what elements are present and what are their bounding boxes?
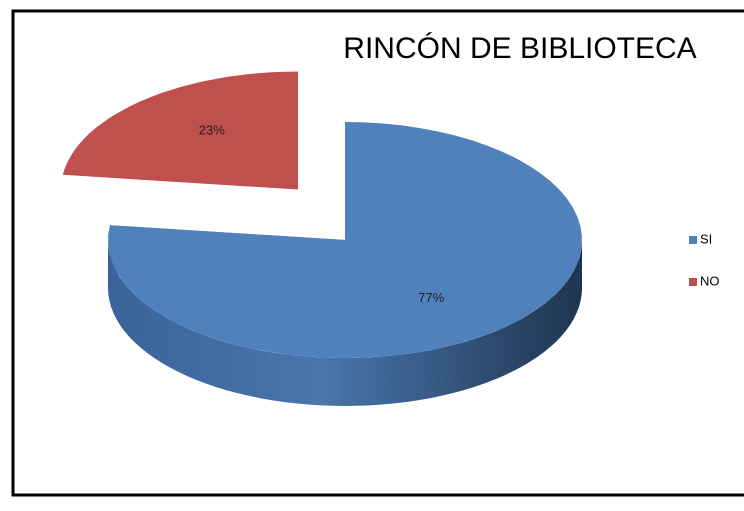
legend-label: NO: [700, 273, 720, 288]
data-label: 23%: [199, 122, 225, 137]
data-label: 77%: [418, 290, 444, 305]
legend-swatch: [689, 236, 697, 244]
slice: [62, 71, 298, 190]
chart-title: RINCÓN DE BIBLIOTECA: [343, 32, 696, 65]
slice: [108, 122, 582, 358]
slice-side: [108, 240, 582, 406]
legend-swatch: [689, 278, 697, 286]
legend-label: SI: [700, 231, 712, 246]
